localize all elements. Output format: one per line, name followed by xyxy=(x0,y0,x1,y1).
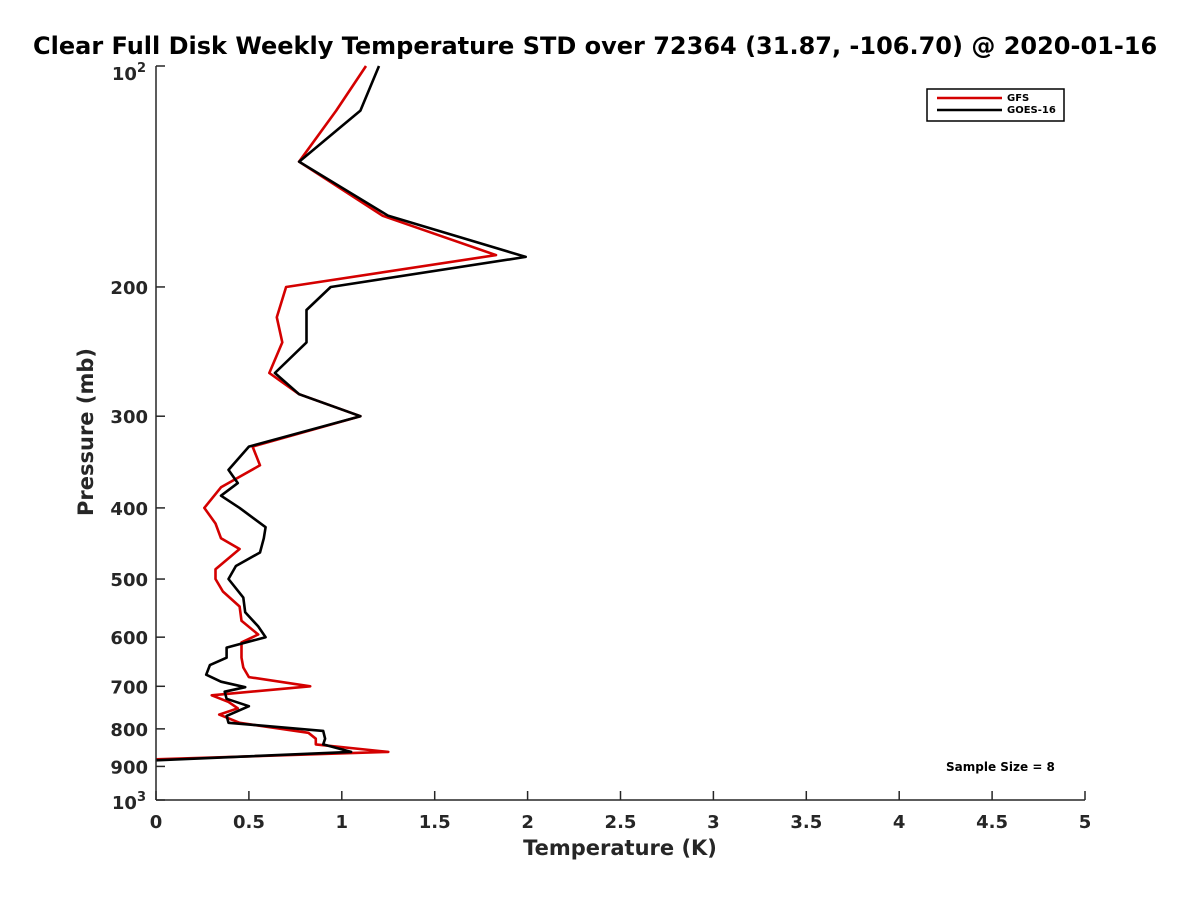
legend-label-gfs: GFS xyxy=(1007,93,1029,104)
x-tick-label: 0 xyxy=(150,812,163,833)
x-tick-label: 0.5 xyxy=(233,812,265,833)
y-ticks: 200 300 400 500 600 700 800 900 102 103 xyxy=(110,61,165,814)
x-tick-label: 5 xyxy=(1079,812,1092,833)
y-tick-label: 400 xyxy=(110,499,148,520)
x-ticks: 0 0.5 1 1.5 2 2.5 3 3.5 4 4.5 5 xyxy=(150,791,1092,833)
y-tick-label: 200 xyxy=(110,278,148,299)
x-tick-label: 2 xyxy=(521,812,534,833)
y-tick-label-power: 103 xyxy=(112,790,146,814)
series-line-goes16 xyxy=(155,65,527,762)
y-tick-label: 800 xyxy=(110,720,148,741)
x-tick-label: 2.5 xyxy=(605,812,637,833)
x-tick-label: 4.5 xyxy=(976,812,1008,833)
x-tick-label: 1.5 xyxy=(419,812,451,833)
x-tick-label: 3 xyxy=(707,812,720,833)
x-tick-label: 4 xyxy=(893,812,906,833)
y-tick-label: 600 xyxy=(110,628,148,649)
legend-box xyxy=(926,88,1065,122)
y-tick-label: 700 xyxy=(110,677,148,698)
y-tick-label: 300 xyxy=(110,407,148,428)
x-axis-label: Temperature (K) xyxy=(523,836,717,860)
y-tick-label: 500 xyxy=(110,570,148,591)
y-tick-label: 900 xyxy=(110,757,148,778)
plot-area: 0 0.5 1 1.5 2 2.5 3 3.5 4 4.5 5 200 300 400 500 600 700… xyxy=(110,61,1091,833)
series-line-gfs xyxy=(155,65,498,761)
series-layer xyxy=(155,65,527,762)
y-tick-label-power: 102 xyxy=(112,61,146,85)
y-axis-label: Pressure (mb) xyxy=(74,348,98,516)
chart-title: Clear Full Disk Weekly Temperature STD o… xyxy=(33,32,1157,60)
x-tick-label: 3.5 xyxy=(790,812,822,833)
legend-label-goes16: GOES-16 xyxy=(1007,105,1056,116)
sample-size-note: Sample Size = 8 xyxy=(946,760,1055,774)
legend: GFS GOES-16 xyxy=(926,88,1065,122)
x-tick-label: 1 xyxy=(336,812,349,833)
